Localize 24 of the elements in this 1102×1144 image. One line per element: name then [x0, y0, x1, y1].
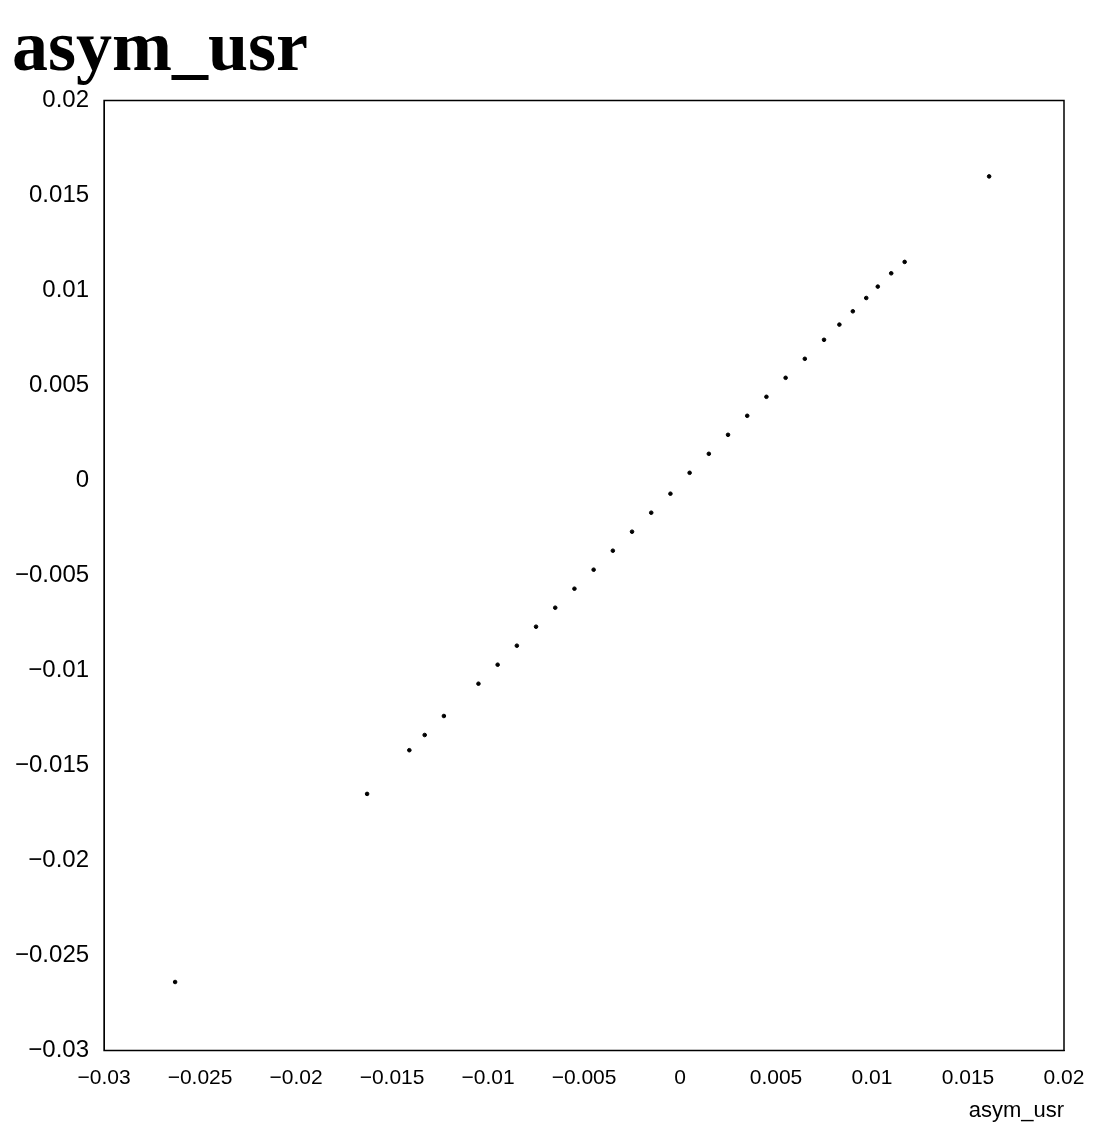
- x-tick-label: −0.02: [269, 1064, 323, 1088]
- y-tick-label: −0.03: [28, 1035, 90, 1063]
- x-tick-label: 0.015: [941, 1064, 995, 1088]
- chart-title: asym_usr: [12, 5, 309, 86]
- x-tick-label: −0.015: [359, 1064, 425, 1088]
- x-tick-label: 0.005: [749, 1064, 803, 1088]
- y-tick-label: 0.01: [42, 275, 90, 303]
- y-tick-label: 0.005: [29, 370, 90, 398]
- x-tick-label: −0.005: [551, 1064, 617, 1088]
- x-tick-label: −0.03: [77, 1064, 131, 1088]
- y-tick-label: −0.005: [15, 560, 90, 588]
- y-tick-label: −0.015: [15, 750, 90, 778]
- x-tick-label: 0: [674, 1064, 686, 1088]
- y-tick-label: −0.01: [28, 655, 90, 683]
- y-tick-label: −0.025: [15, 940, 90, 968]
- x-tick-label: −0.01: [461, 1064, 515, 1088]
- x-tick-label: −0.025: [167, 1064, 233, 1088]
- x-tick-label: 0.01: [851, 1064, 893, 1088]
- x-axis-title: asym_usr: [968, 1096, 1064, 1122]
- y-tick-label: 0: [75, 465, 90, 493]
- x-tick-label: 0.02: [1043, 1064, 1085, 1088]
- y-tick-label: 0.02: [42, 85, 90, 113]
- y-tick-label: −0.02: [28, 845, 90, 873]
- y-tick-label: 0.015: [29, 180, 90, 208]
